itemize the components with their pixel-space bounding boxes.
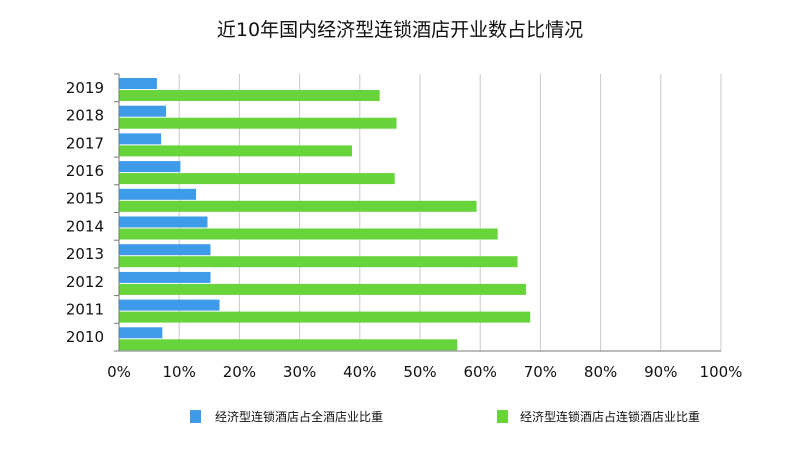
x-tick-label: 0% bbox=[107, 363, 131, 381]
category-label: 2012 bbox=[66, 273, 104, 291]
bar-series-1 bbox=[119, 105, 166, 117]
x-tick-labels: 0% 10% 20% 30% 40% 50% 60% 70% 80% 90% 100% bbox=[107, 363, 742, 381]
bar-series-2 bbox=[119, 228, 498, 240]
bar-series-2 bbox=[119, 339, 458, 351]
legend: 经济型连锁酒店占全酒店业比重 经济型连锁酒店占连锁酒店业比重 bbox=[190, 409, 700, 424]
bar-series-2 bbox=[119, 173, 395, 185]
x-tick-label: 20% bbox=[223, 363, 256, 381]
legend-label-series-1: 经济型连锁酒店占全酒店业比重 bbox=[215, 409, 383, 424]
x-tick-label: 90% bbox=[644, 363, 677, 381]
bar-layer bbox=[119, 78, 531, 351]
x-tick-label: 40% bbox=[343, 363, 376, 381]
category-label: 2013 bbox=[66, 245, 104, 263]
category-label: 2010 bbox=[66, 328, 104, 346]
legend-label-series-2: 经济型连锁酒店占连锁酒店业比重 bbox=[520, 409, 700, 424]
x-tick-label: 100% bbox=[700, 363, 743, 381]
bar-series-1 bbox=[119, 78, 157, 89]
bar-series-1 bbox=[119, 299, 220, 311]
x-tick-label: 60% bbox=[464, 363, 497, 381]
bar-series-2 bbox=[119, 90, 380, 101]
bar-series-1 bbox=[119, 133, 162, 145]
category-labels: 2019 2018 2017 2016 2015 2014 2013 2012 2011 2010 bbox=[66, 79, 104, 346]
bar-series-1 bbox=[119, 271, 211, 283]
bar-series-1 bbox=[119, 188, 197, 200]
bar-series-2 bbox=[119, 311, 531, 323]
bar-series-1 bbox=[119, 327, 163, 339]
bar-series-2 bbox=[119, 256, 518, 268]
category-label: 2011 bbox=[66, 300, 104, 318]
x-tick-label: 10% bbox=[163, 363, 196, 381]
bar-series-1 bbox=[119, 244, 211, 256]
x-tick-label: 80% bbox=[584, 363, 617, 381]
bar-series-2 bbox=[119, 117, 397, 129]
category-label: 2019 bbox=[66, 79, 104, 97]
bar-series-2 bbox=[119, 200, 477, 212]
legend-swatch-series-2 bbox=[497, 410, 508, 423]
category-label: 2016 bbox=[66, 162, 104, 180]
category-label: 2015 bbox=[66, 190, 104, 208]
bar-series-2 bbox=[119, 283, 526, 295]
category-label: 2018 bbox=[66, 107, 104, 125]
category-label: 2014 bbox=[66, 217, 104, 235]
x-tick-label: 30% bbox=[283, 363, 316, 381]
legend-swatch-series-1 bbox=[190, 410, 201, 423]
x-tick-label: 70% bbox=[524, 363, 557, 381]
x-tick-label: 50% bbox=[403, 363, 436, 381]
axis-layer bbox=[114, 73, 721, 352]
chart-title: 近10年国内经济型连锁酒店开业数占比情况 bbox=[217, 19, 583, 41]
bar-series-2 bbox=[119, 145, 352, 157]
grid-layer bbox=[178, 74, 722, 351]
category-label: 2017 bbox=[66, 134, 104, 152]
bar-series-1 bbox=[119, 216, 208, 228]
bar-series-1 bbox=[119, 161, 181, 173]
